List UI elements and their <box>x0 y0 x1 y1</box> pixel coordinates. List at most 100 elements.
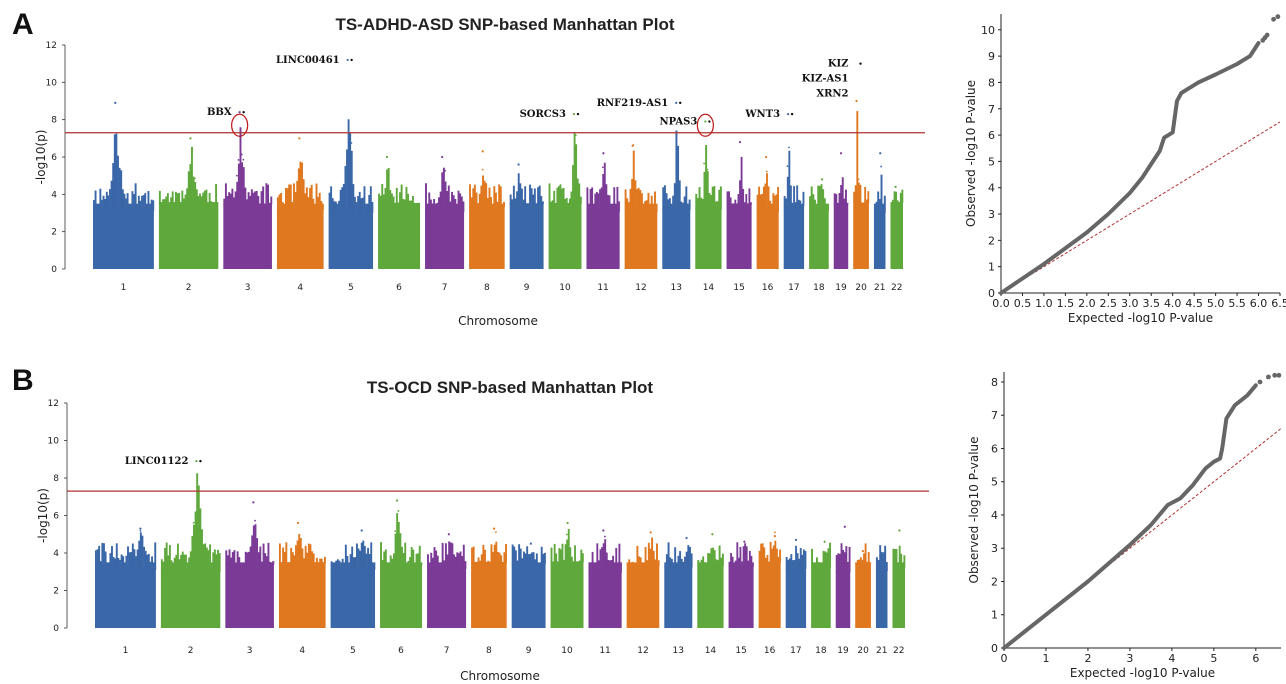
qq-y-tick-label: 9 <box>988 50 995 63</box>
chromosome-11-peak-point <box>602 152 605 155</box>
chromosome-11-column <box>612 555 615 573</box>
chromosome-5-column <box>351 546 354 570</box>
chromosome-3-column <box>230 557 233 566</box>
chromosome-3-column <box>226 196 229 205</box>
x-tick-label-chr12: 12 <box>635 283 646 293</box>
chromosome-22-column <box>895 191 898 204</box>
chromosome-1-column <box>128 552 131 570</box>
chromosome-11-points <box>586 152 620 269</box>
chromosome-6-peak-point <box>395 499 399 502</box>
x-tick-label-chr15: 15 <box>733 283 744 293</box>
chromosome-4-column <box>294 191 297 210</box>
chromosome-13-base <box>662 208 691 269</box>
chromosome-22-column <box>892 548 895 568</box>
chromosome-14-column <box>705 562 708 566</box>
chromosome-12-column <box>655 203 658 212</box>
chromosome-2-base <box>160 571 221 628</box>
chromosome-1-points <box>93 101 155 269</box>
chromosome-8-column <box>477 203 480 208</box>
chromosome-1-column <box>139 532 142 570</box>
chromosome-14-column <box>715 559 718 566</box>
chromosome-13-points <box>662 101 691 269</box>
chromosome-9-column <box>542 553 545 564</box>
qq-x-tick-label: 0.5 <box>1014 297 1032 310</box>
chromosome-3-column <box>258 203 261 205</box>
chromosome-5-column <box>344 544 347 570</box>
x-tick-label-chr4: 4 <box>297 283 303 293</box>
chromosome-3-column <box>272 561 275 566</box>
chromosome-17-column <box>800 203 803 207</box>
chromosome-8-column <box>498 184 501 208</box>
chromosome-11-column <box>607 194 609 212</box>
chromosome-17-column <box>785 556 788 569</box>
qq-y-tick-label: 0 <box>991 642 998 655</box>
chromosome-7-column <box>426 203 429 212</box>
chromosome-3-column <box>262 186 265 205</box>
chromosome-17-column <box>793 186 795 207</box>
chromosome-15-column <box>728 191 730 205</box>
chromosome-16-peak-point <box>773 535 776 538</box>
chromosome-1-column <box>115 543 118 570</box>
chromosome-6-column <box>388 562 391 566</box>
x-tick-label-chr8: 8 <box>486 646 492 656</box>
chromosome-2-column <box>188 557 191 573</box>
chromosome-13-column <box>674 547 677 568</box>
chromosome-18-column <box>813 199 816 211</box>
chromosome-7-column <box>439 191 442 212</box>
chromosome-5-column <box>341 187 344 213</box>
chromosome-8-column <box>478 193 481 208</box>
chromosome-5-column <box>358 191 361 213</box>
chromosome-2-column <box>205 189 208 204</box>
x-tick-label-chr9: 9 <box>526 646 532 656</box>
chromosome-2-column <box>182 198 185 204</box>
chromosome-21-column <box>879 545 882 572</box>
chromosome-4-column <box>302 179 305 210</box>
chromosome-14-column <box>700 197 703 210</box>
chromosome-13-column <box>690 553 693 568</box>
chromosome-5-column <box>336 559 339 570</box>
chromosome-2-column <box>209 544 211 573</box>
chromosome-6-column <box>392 196 395 204</box>
chromosome-6-column <box>415 553 418 566</box>
chromosome-19-column <box>848 546 851 573</box>
chromosome-12-base <box>626 565 660 628</box>
chromosome-8-column <box>484 549 486 563</box>
chromosome-6-column <box>407 560 410 566</box>
chromosome-6-column <box>403 199 406 204</box>
chromosome-4-column <box>312 198 315 210</box>
chromosome-2-column <box>176 543 179 573</box>
chromosome-5-column <box>365 203 367 213</box>
chromosome-2-column <box>162 561 165 573</box>
chromosome-1-column <box>150 199 153 212</box>
chromosome-8-column <box>494 192 497 208</box>
chromosome-3-column <box>260 561 263 566</box>
chromosome-6-column <box>384 187 387 204</box>
chromosome-10-column <box>580 549 583 563</box>
chromosome-5-column <box>363 546 366 570</box>
chromosome-14-column <box>698 562 701 566</box>
chromosome-4-column <box>310 184 313 210</box>
chromosome-14-column <box>707 553 710 566</box>
chromosome-10-column <box>561 543 564 563</box>
chromosome-12-column <box>626 198 629 212</box>
chromosome-6-column <box>381 183 384 204</box>
chromosome-5-column <box>360 198 363 213</box>
chromosome-7-column <box>449 201 452 212</box>
chromosome-7-column <box>431 203 434 212</box>
chromosome-11-column <box>597 193 600 212</box>
chromosome-21-column <box>884 545 887 572</box>
chromosome-17-column <box>791 560 794 569</box>
chromosome-1-column <box>127 546 129 570</box>
x-tick-label-chr12: 12 <box>637 646 648 656</box>
x-tick-label-chr9: 9 <box>524 283 530 293</box>
chromosome-18-column <box>820 562 823 568</box>
chromosome-1-column <box>97 203 100 212</box>
qq-x-tick-label: 5.5 <box>1228 297 1246 310</box>
chromosome-6-column <box>409 557 412 566</box>
chromosome-20-column <box>856 559 859 564</box>
qq-observed-curve <box>999 41 1261 295</box>
chromosome-2-column <box>199 193 201 204</box>
x-tick-label-chr1: 1 <box>121 283 127 293</box>
chromosome-20-peak-point <box>855 99 858 103</box>
chromosome-19-column <box>840 185 843 204</box>
